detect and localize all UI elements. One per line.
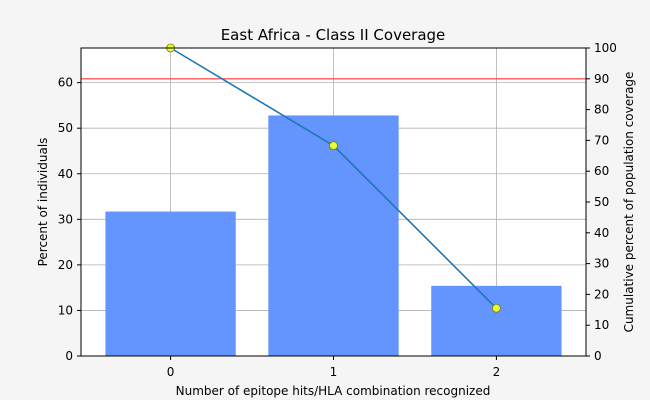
cumulative-point-2	[492, 303, 501, 313]
bar-layer	[105, 115, 562, 357]
bar-0	[105, 211, 236, 356]
x-tick-label-1: 1	[330, 365, 338, 379]
y2-tick-label-2: 20	[594, 287, 609, 301]
y2-tick-label-5: 50	[594, 195, 609, 209]
x-tick-label-0: 0	[167, 365, 175, 379]
x-axis-label: Number of epitope hits/HLA combination r…	[176, 384, 491, 398]
y2-tick-label-7: 70	[594, 133, 609, 147]
y2-tick-label-4: 40	[594, 226, 609, 240]
y-tick-label-1: 10	[58, 303, 73, 317]
y-tick-label-2: 20	[58, 258, 73, 272]
tick-layer: 0 10 20 30 40 50 60 0 10 20 30 40 50 60 70 80 90 100 0 1 2	[58, 41, 617, 379]
y-tick-label-5: 50	[58, 121, 73, 135]
chart-title: East Africa - Class II Coverage	[221, 26, 446, 44]
y-tick-label-0: 0	[65, 349, 73, 363]
y2-tick-label-9: 90	[594, 72, 609, 86]
y-tick-label-3: 30	[58, 212, 73, 226]
y2-tick-label-6: 60	[594, 164, 609, 178]
x-tick-label-2: 2	[493, 365, 501, 379]
y2-tick-label-1: 10	[594, 318, 609, 332]
bar-1	[268, 115, 399, 357]
y-tick-label-6: 60	[58, 76, 73, 90]
y2-axis-label: Cumulative percent of population coverag…	[622, 72, 636, 333]
y2-tick-label-0: 0	[594, 349, 602, 363]
y-axis-label: Percent of individuals	[36, 138, 50, 267]
bar-2	[431, 285, 562, 356]
y-tick-label-4: 40	[58, 167, 73, 181]
y2-tick-label-8: 80	[594, 103, 609, 117]
y2-tick-label-3: 30	[594, 257, 609, 271]
cumulative-point-1	[329, 141, 338, 151]
y2-tick-label-10: 100	[594, 41, 617, 55]
